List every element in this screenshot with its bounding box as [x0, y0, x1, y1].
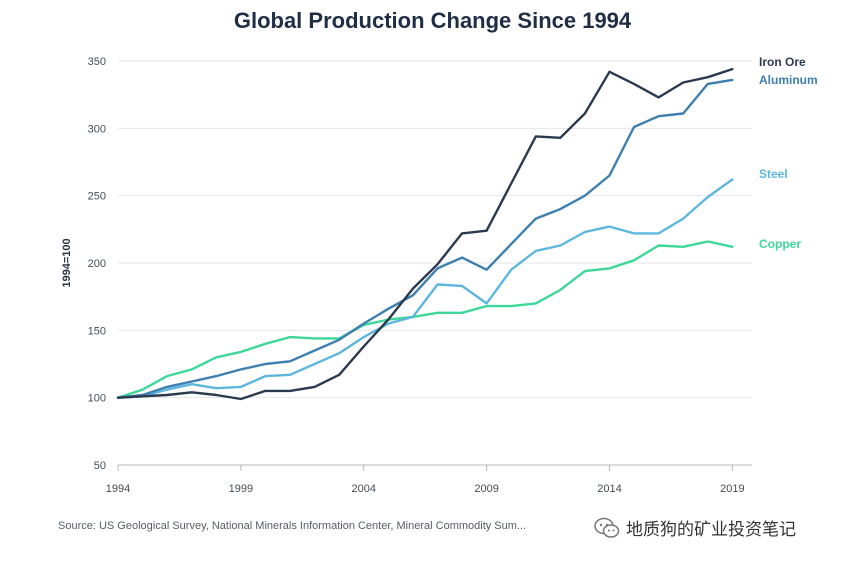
chart-title: Global Production Change Since 1994 — [233, 8, 632, 33]
x-tick-label: 2014 — [597, 483, 621, 495]
series-line-iron-ore — [116, 67, 734, 401]
series-labels: Iron Ore Aluminum Steel Copper — [759, 55, 818, 251]
x-tick-label: 2004 — [351, 483, 375, 495]
watermark-text: 地质狗的矿业投资笔记 — [626, 520, 796, 540]
series-lines — [116, 67, 734, 401]
y-tick-label: 250 — [88, 191, 106, 203]
series-line-aluminum — [116, 78, 734, 399]
y-axis-label: 1994=100 — [61, 238, 73, 287]
series-line-steel — [116, 178, 734, 399]
grid-lines — [118, 60, 752, 399]
axes: 50 100 150 200 250 300 350 1994 1999 2004 2009 2014… — [88, 56, 752, 495]
series-label-aluminum: Aluminum — [759, 73, 818, 87]
x-tick-label: 1994 — [106, 483, 130, 495]
y-tick-label: 100 — [88, 393, 106, 405]
x-tick-label: 2009 — [474, 483, 498, 495]
y-tick-label: 350 — [88, 56, 106, 68]
series-label-iron-ore: Iron Ore — [759, 55, 806, 69]
wechat-icon — [594, 517, 620, 538]
y-tick-label: 200 — [88, 258, 106, 270]
source-note: Source: US Geological Survey, National M… — [58, 520, 527, 532]
y-tick-label: 50 — [94, 460, 106, 472]
x-tick-label: 1999 — [229, 483, 253, 495]
y-tick-label: 150 — [88, 325, 106, 337]
y-tick-label: 300 — [88, 123, 106, 135]
watermark: 地质狗的矿业投资笔记 — [592, 513, 800, 542]
series-line-copper — [116, 240, 734, 399]
x-tick-label: 2019 — [720, 483, 744, 495]
series-label-copper: Copper — [759, 237, 801, 251]
series-label-steel: Steel — [759, 167, 788, 181]
